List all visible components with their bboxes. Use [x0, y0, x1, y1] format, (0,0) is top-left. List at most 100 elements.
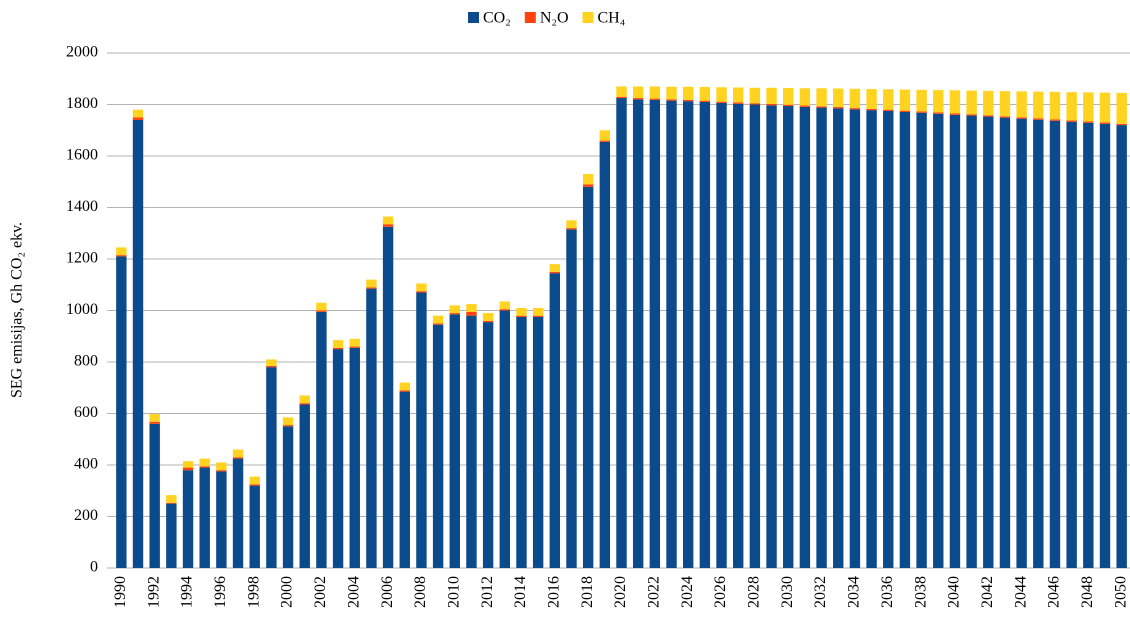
bar-segment	[599, 141, 611, 568]
y-tick-label: 600	[74, 404, 98, 421]
x-tick-label: 1990	[112, 576, 129, 608]
bar-segment	[1016, 118, 1027, 568]
bar-segment	[916, 89, 927, 112]
bar-segment	[399, 391, 410, 568]
x-tick-label: 1994	[179, 576, 196, 608]
y-tick-label: 800	[74, 353, 98, 370]
bar-segment	[816, 88, 827, 107]
bar-segment	[1099, 122, 1111, 124]
bar-segment	[366, 287, 377, 289]
x-tick-label: 2004	[345, 576, 362, 608]
bar-segment	[1049, 120, 1061, 568]
bar-segment	[416, 292, 427, 568]
bar-segment	[833, 108, 844, 569]
bar-segment	[249, 485, 260, 568]
bar-segment	[616, 98, 627, 568]
bar-segment	[232, 458, 244, 568]
bar-segment	[883, 89, 894, 110]
bar-segment	[966, 114, 977, 116]
bar-segment	[1099, 123, 1111, 568]
y-tick-label: 1800	[66, 95, 98, 112]
bar-segment	[282, 417, 294, 426]
x-tick-label: 2020	[612, 576, 629, 608]
bar-segment	[182, 467, 194, 471]
bar-segment	[582, 174, 594, 185]
bar-segment	[132, 117, 144, 120]
x-tick-label: 2038	[912, 576, 929, 608]
bar-segment	[116, 247, 127, 256]
bar-segment	[116, 255, 127, 257]
x-tick-label: 2014	[512, 576, 529, 608]
bar-segment	[783, 88, 794, 105]
bar-segment	[199, 466, 210, 468]
bar-segment	[766, 87, 777, 104]
bar-segment	[399, 382, 410, 391]
bar-segment	[616, 96, 627, 99]
bar-segment	[899, 110, 911, 112]
bar-segment	[199, 458, 210, 467]
bar-segment	[1033, 119, 1044, 568]
bar-segment	[282, 425, 294, 427]
bar-segment	[332, 347, 344, 350]
bar-segment	[149, 423, 160, 568]
y-tick-label: 1200	[66, 250, 98, 267]
bar-segment	[849, 108, 861, 110]
bar-segment	[316, 311, 327, 568]
x-tick-label: 2024	[679, 576, 696, 608]
bar-segment	[999, 91, 1011, 117]
bar-segment	[883, 109, 894, 111]
bar-segment	[199, 467, 210, 568]
bar-segment	[966, 90, 977, 115]
bar-segment	[349, 347, 360, 568]
bar-segment	[466, 304, 477, 312]
bar-segment	[466, 315, 477, 568]
bar-segment	[216, 462, 227, 471]
bar-segment	[682, 101, 694, 568]
x-tick-label: 2046	[1046, 576, 1063, 608]
bar-segment	[833, 88, 844, 108]
bar-segment	[666, 99, 677, 101]
bar-segment	[132, 119, 144, 568]
y-tick-label: 1400	[66, 198, 98, 215]
bar-segment	[682, 99, 694, 102]
bar-segment	[1066, 120, 1077, 122]
bar-segment	[482, 322, 494, 568]
bar-segment	[432, 323, 444, 325]
legend-label: CH₄	[598, 10, 626, 27]
bar-segment	[349, 346, 360, 348]
bar-segment	[482, 313, 494, 321]
bar-segment	[649, 86, 661, 99]
bar-segment	[299, 404, 310, 568]
legend-swatch	[524, 12, 536, 23]
bar-segment	[266, 365, 277, 368]
x-tick-label: 2008	[412, 576, 429, 608]
bar-segment	[499, 310, 510, 568]
bar-segment	[632, 98, 644, 100]
bar-segment	[733, 102, 744, 104]
bar-segment	[916, 112, 927, 569]
bar-segment	[1083, 92, 1094, 122]
x-tick-label: 2002	[312, 576, 329, 608]
x-tick-label: 2048	[1079, 576, 1096, 608]
bar-segment	[249, 476, 260, 485]
bar-segment	[266, 367, 277, 568]
bar-segment	[366, 288, 377, 568]
x-tick-label: 2012	[479, 576, 496, 608]
bar-segment	[1116, 92, 1127, 124]
bar-segment	[799, 106, 811, 568]
bar-segment	[849, 88, 861, 109]
x-tick-label: 2032	[812, 576, 829, 608]
bar-segment	[449, 305, 460, 314]
bar-segment	[866, 110, 877, 568]
bar-segment	[899, 111, 911, 568]
bar-segment	[1116, 125, 1127, 568]
bar-segment	[166, 502, 177, 504]
bar-segment	[766, 105, 777, 569]
bar-segment	[599, 140, 611, 142]
bar-segment	[582, 184, 594, 187]
bar-segment	[799, 88, 811, 106]
bar-segment	[232, 457, 244, 459]
x-tick-label: 2000	[279, 576, 296, 608]
y-tick-label: 0	[90, 559, 98, 576]
bar-segment	[933, 113, 944, 569]
